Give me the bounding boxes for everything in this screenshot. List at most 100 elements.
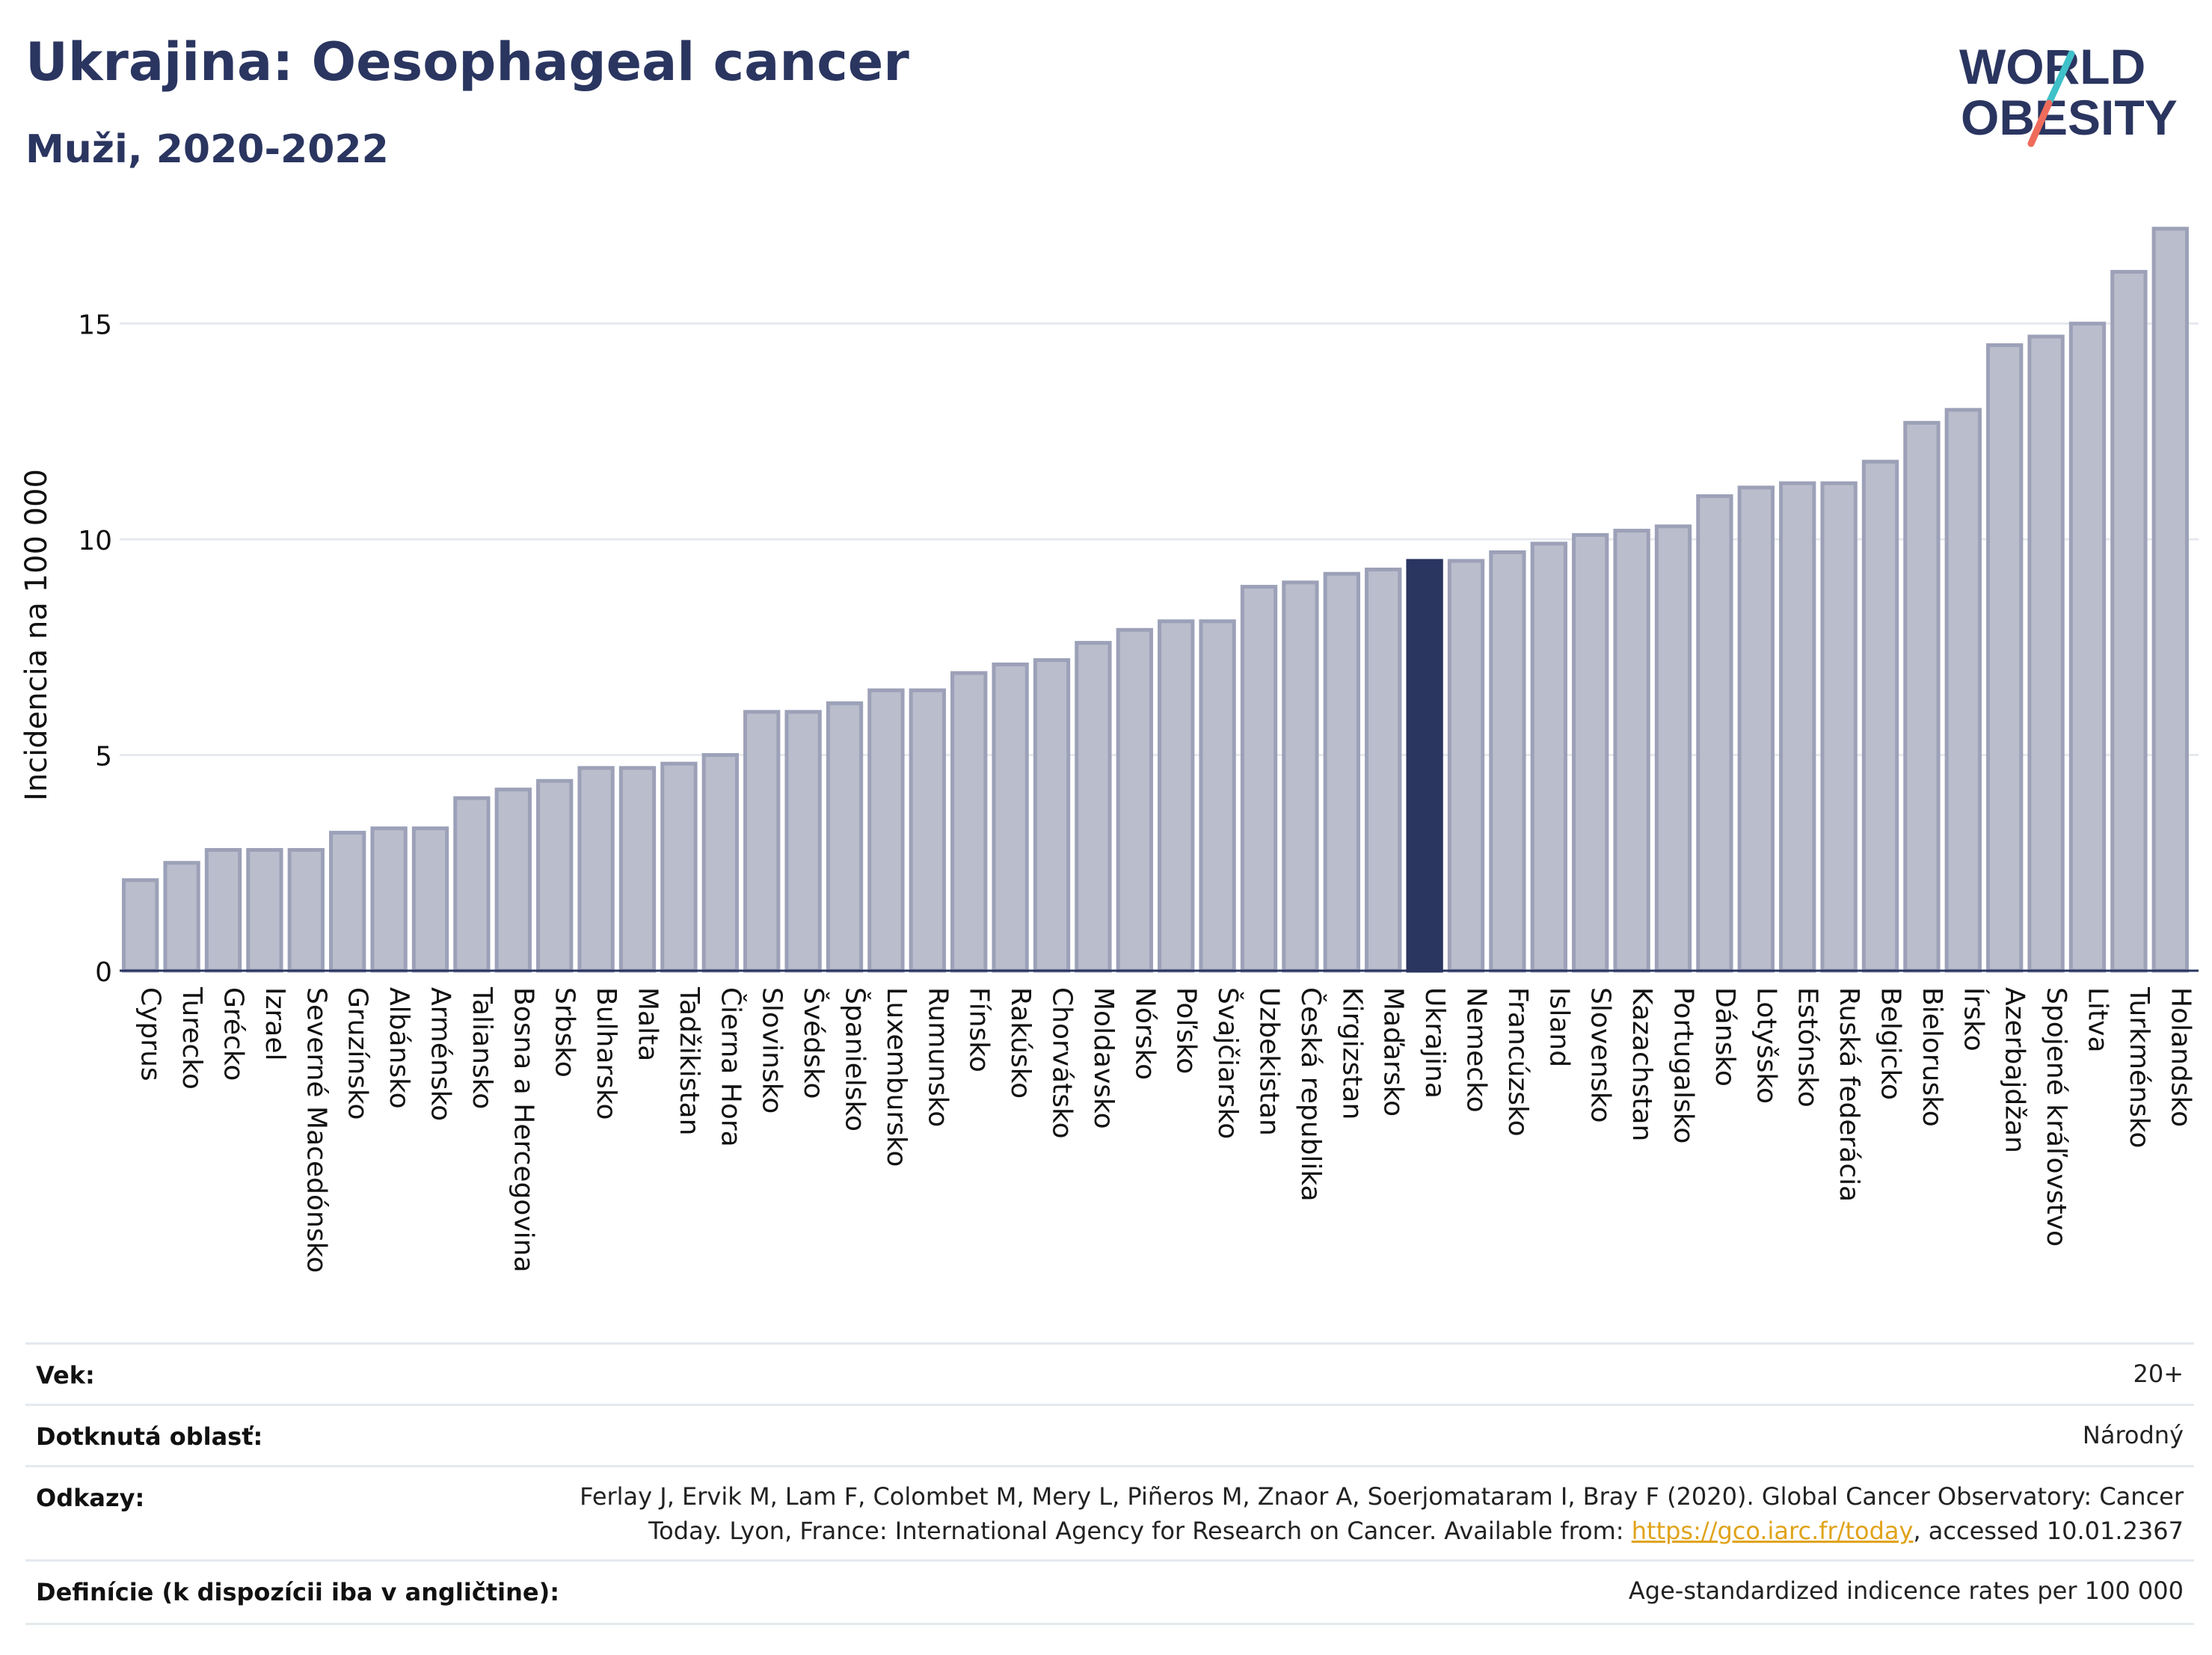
- bar-19: [909, 688, 946, 973]
- x-tick-label: Kazachstan: [1626, 987, 1657, 1141]
- age-value: 20+: [2133, 1360, 2184, 1388]
- logo-text-world: WORLD: [1959, 39, 2145, 94]
- bar-26: [1199, 619, 1236, 973]
- refs-value: Ferlay J, Ervik M, Lam F, Colombet M, Me…: [580, 1479, 2184, 1548]
- x-tick-label: Bulharsko: [591, 987, 621, 1120]
- x-tick-label: Luxembursko: [881, 987, 912, 1167]
- bar-28: [1282, 580, 1319, 973]
- x-tick-label: Nemecko: [1461, 987, 1492, 1113]
- x-tick-label: Bielorusko: [1917, 987, 1947, 1127]
- y-tick-label: 5: [95, 742, 112, 773]
- bar-24: [1116, 627, 1153, 973]
- bar-25: [1158, 619, 1195, 973]
- x-tick-label: Ruská federácia: [1834, 987, 1864, 1202]
- bar-6: [370, 826, 408, 973]
- bar-47: [2068, 322, 2107, 973]
- x-tick-label: Taliansko: [467, 986, 497, 1109]
- bar-49: [2151, 227, 2189, 973]
- bar-31: [1406, 559, 1443, 973]
- bar-8: [453, 796, 491, 973]
- y-tick-label: 15: [78, 310, 112, 341]
- x-tick-label: Malta: [633, 987, 663, 1061]
- x-tick-label: Francúzsko: [1502, 987, 1533, 1137]
- x-tick-label: Nórsko: [1129, 987, 1160, 1080]
- bar-36: [1613, 529, 1650, 973]
- world-obesity-logo: WORLD OBESITY: [1959, 39, 2178, 147]
- bar-29: [1323, 571, 1360, 973]
- x-tick-label: Severné Macedónsko: [301, 987, 331, 1273]
- bar-15: [743, 710, 781, 973]
- logo-slash-coral: [2027, 99, 2053, 147]
- bar-30: [1365, 568, 1402, 973]
- bar-17: [826, 701, 864, 973]
- x-tick-label: Ukrajina: [1419, 987, 1450, 1099]
- x-tick-label: Kirgizstan: [1336, 987, 1367, 1120]
- x-tick-label: Gruzínsko: [342, 987, 373, 1120]
- x-tick-label: Turecko: [176, 986, 207, 1090]
- bar-41: [1820, 481, 1858, 973]
- x-tick-label: Spojené kráľovstvo: [2041, 987, 2071, 1247]
- bar-4: [287, 847, 325, 973]
- x-tick-label: Chorvátsko: [1047, 987, 1078, 1139]
- meta-row-age: Vek: 20+: [25, 1342, 2194, 1406]
- logo-text-obesity: OBESITY: [1961, 90, 2178, 145]
- y-axis-label: Incidencia na 100 000: [19, 469, 54, 801]
- definitions-value: Age-standardized indicence rates per 100…: [1628, 1576, 2184, 1605]
- x-tick-label: Azerbajdžan: [2000, 987, 2030, 1153]
- bar-32: [1447, 559, 1485, 973]
- refs-link[interactable]: https://gco.iarc.fr/today: [1631, 1517, 1914, 1545]
- x-tick-label: Švédsko: [798, 987, 829, 1099]
- x-tick-label: Lotyšsko: [1751, 987, 1781, 1104]
- bar-37: [1654, 524, 1692, 973]
- y-axis-ticks: 0 5 10 15: [78, 310, 112, 988]
- x-tick-label: Srbsko: [550, 987, 580, 1078]
- x-tick-label: Bosna a Hercegovina: [508, 987, 538, 1273]
- page-title: Ukrajina: Oesophageal cancer: [25, 31, 909, 93]
- refs-line-1: Ferlay J, Ervik M, Lam F, Colombet M, Me…: [580, 1482, 2184, 1511]
- x-tick-label: Grécko: [218, 987, 249, 1081]
- x-tick-label: Holandsko: [2165, 987, 2196, 1127]
- bar-33: [1489, 550, 1526, 973]
- x-tick-label: Fínsko: [964, 987, 995, 1072]
- x-tick-label: Tadžikistan: [674, 986, 704, 1135]
- bar-9: [494, 787, 532, 973]
- bar-21: [992, 662, 1029, 973]
- bar-2: [204, 847, 242, 973]
- x-tick-label: Španielsko: [840, 987, 871, 1132]
- x-tick-label: Švajčiarsko: [1212, 987, 1244, 1139]
- bar-0: [122, 878, 159, 973]
- bar-12: [618, 766, 657, 973]
- x-tick-label: Cyprus: [135, 987, 166, 1081]
- bar-18: [867, 688, 905, 973]
- y-tick-label: 0: [95, 957, 112, 988]
- logo-slash-teal: [2044, 50, 2075, 110]
- x-tick-label: Belgicko: [1875, 987, 1906, 1100]
- area-value: Národný: [2082, 1421, 2184, 1449]
- bar-34: [1530, 541, 1567, 973]
- page-subtitle: Muži, 2020-2022: [25, 127, 389, 172]
- bar-20: [950, 671, 988, 973]
- x-tick-label: Írsko: [1958, 987, 1989, 1051]
- bar-23: [1075, 641, 1112, 973]
- bar-chart: 0 5 10 15 Cyprus Turecko Grécko Izrael Severné …: [19, 227, 2199, 1273]
- meta-row-refs: Odkazy: Ferlay J, Ervik M, Lam F, Colomb…: [25, 1465, 2194, 1562]
- bar-42: [1861, 459, 1899, 973]
- bar-39: [1737, 485, 1775, 973]
- x-axis-ticks: Cyprus Turecko Grécko Izrael Severné Macedón…: [135, 986, 2196, 1273]
- bar-27: [1240, 585, 1278, 973]
- bar-3: [246, 847, 283, 973]
- x-tick-label: Island: [1543, 987, 1574, 1067]
- bar-16: [784, 710, 822, 973]
- refs-label: Odkazy:: [36, 1484, 145, 1512]
- bar-44: [1944, 408, 1982, 973]
- meta-row-definitions: Definície (k dispozícii iba v angličtine…: [25, 1559, 2194, 1625]
- bars: [122, 227, 2189, 973]
- x-tick-label: Arménsko: [425, 987, 456, 1121]
- x-tick-label: Poľsko: [1171, 987, 1202, 1074]
- x-tick-label: Turkménsko: [2124, 986, 2154, 1148]
- x-tick-label: Česká republika: [1295, 987, 1327, 1202]
- x-tick-label: Slovensko: [1585, 987, 1616, 1123]
- age-label: Vek:: [36, 1361, 95, 1390]
- bar-1: [163, 861, 200, 973]
- bar-22: [1033, 658, 1071, 973]
